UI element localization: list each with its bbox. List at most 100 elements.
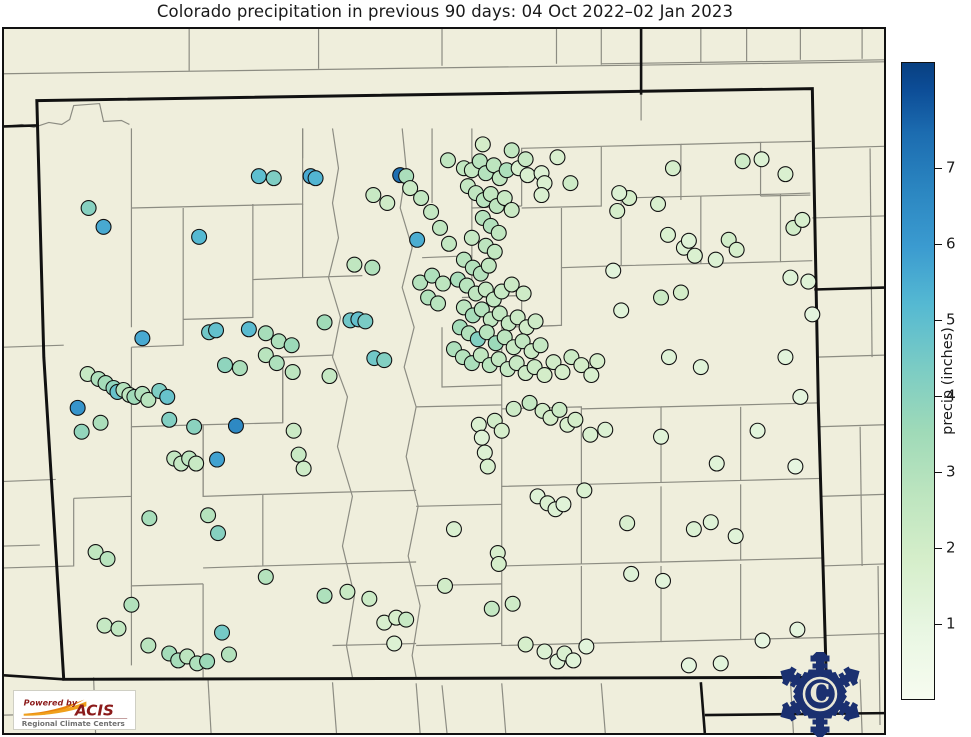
station-point[interactable] (536, 643, 553, 660)
station-point[interactable] (473, 301, 490, 318)
station-point[interactable] (792, 388, 809, 405)
station-point[interactable] (565, 652, 582, 669)
station-point[interactable] (316, 587, 333, 604)
station-point[interactable] (284, 364, 301, 381)
station-point[interactable] (680, 657, 697, 674)
station-point[interactable] (346, 256, 363, 273)
station-point[interactable] (508, 355, 525, 372)
station-point[interactable] (92, 414, 109, 431)
station-point[interactable] (654, 572, 672, 589)
station-point[interactable] (339, 583, 356, 600)
station-point[interactable] (754, 632, 771, 649)
station-point[interactable] (123, 596, 140, 613)
station-point[interactable] (509, 309, 526, 326)
station-point[interactable] (95, 218, 112, 235)
station-point[interactable] (480, 257, 497, 274)
station-point[interactable] (680, 232, 697, 249)
station-point[interactable] (503, 276, 520, 293)
station-point[interactable] (386, 635, 403, 652)
station-point[interactable] (316, 314, 333, 331)
station-point[interactable] (794, 211, 811, 228)
station-point[interactable] (496, 190, 513, 207)
station-point[interactable] (672, 284, 689, 301)
station-point[interactable] (409, 231, 426, 248)
station-point[interactable] (295, 460, 312, 477)
station-point[interactable] (578, 638, 595, 655)
station-point[interactable] (490, 351, 507, 368)
station-point[interactable] (213, 624, 231, 641)
station-point[interactable] (582, 426, 599, 443)
station-point[interactable] (515, 285, 532, 302)
station-point[interactable] (505, 400, 522, 417)
station-point[interactable] (227, 417, 244, 434)
station-point[interactable] (199, 653, 216, 670)
station-point[interactable] (686, 247, 703, 264)
station-point[interactable] (504, 595, 521, 612)
station-point[interactable] (364, 259, 381, 276)
station-point[interactable] (777, 349, 794, 366)
station-point[interactable] (749, 422, 766, 439)
station-point[interactable] (424, 267, 441, 284)
station-point[interactable] (110, 620, 127, 637)
station-point[interactable] (240, 321, 257, 338)
station-point[interactable] (357, 313, 374, 330)
station-point[interactable] (412, 274, 429, 291)
station-point[interactable] (551, 401, 568, 418)
station-point[interactable] (517, 636, 534, 653)
station-point[interactable] (589, 353, 606, 370)
station-point[interactable] (87, 544, 104, 561)
station-point[interactable] (361, 590, 378, 607)
station-point[interactable] (605, 262, 622, 279)
station-point[interactable] (208, 322, 225, 339)
station-point[interactable] (567, 411, 584, 428)
station-point[interactable] (692, 359, 709, 376)
station-point[interactable] (430, 295, 447, 312)
station-point[interactable] (650, 196, 667, 213)
station-point[interactable] (708, 455, 725, 472)
station-point[interactable] (285, 422, 302, 439)
station-point[interactable] (519, 167, 536, 184)
station-point[interactable] (134, 330, 151, 347)
station-point[interactable] (413, 190, 430, 207)
station-point[interactable] (473, 429, 490, 446)
station-point[interactable] (800, 273, 817, 290)
station-point[interactable] (478, 324, 495, 341)
station-point[interactable] (653, 428, 670, 445)
station-point[interactable] (491, 305, 508, 322)
station-point[interactable] (476, 444, 493, 461)
station-point[interactable] (250, 168, 267, 185)
station-point[interactable] (321, 368, 338, 385)
station-point[interactable] (503, 201, 520, 218)
station-point[interactable] (432, 219, 449, 236)
station-point[interactable] (80, 199, 97, 216)
station-point[interactable] (472, 347, 489, 364)
station-point[interactable] (216, 357, 234, 374)
station-point[interactable] (398, 611, 415, 628)
station-point[interactable] (445, 521, 462, 538)
station-point[interactable] (486, 243, 503, 260)
station-point[interactable] (613, 302, 630, 319)
station-point[interactable] (376, 352, 393, 369)
station-point[interactable] (554, 364, 571, 381)
station-point[interactable] (702, 514, 719, 531)
station-point[interactable] (379, 195, 396, 212)
station-point[interactable] (200, 507, 217, 524)
station-point[interactable] (532, 337, 549, 354)
station-point[interactable] (503, 142, 520, 159)
station-point[interactable] (496, 329, 513, 346)
station-point[interactable] (479, 458, 496, 475)
station-point[interactable] (576, 482, 593, 499)
station-point[interactable] (653, 289, 670, 306)
station-point[interactable] (402, 180, 419, 197)
station-point[interactable] (439, 152, 456, 169)
station-point[interactable] (365, 187, 382, 204)
station-point[interactable] (777, 166, 794, 183)
station-point[interactable] (96, 617, 113, 634)
station-point[interactable] (257, 347, 274, 364)
station-point[interactable] (521, 394, 538, 411)
station-point[interactable] (231, 360, 248, 377)
station-point[interactable] (707, 251, 724, 268)
station-point[interactable] (611, 185, 628, 202)
station-point[interactable] (188, 455, 205, 472)
station-point[interactable] (140, 637, 157, 654)
